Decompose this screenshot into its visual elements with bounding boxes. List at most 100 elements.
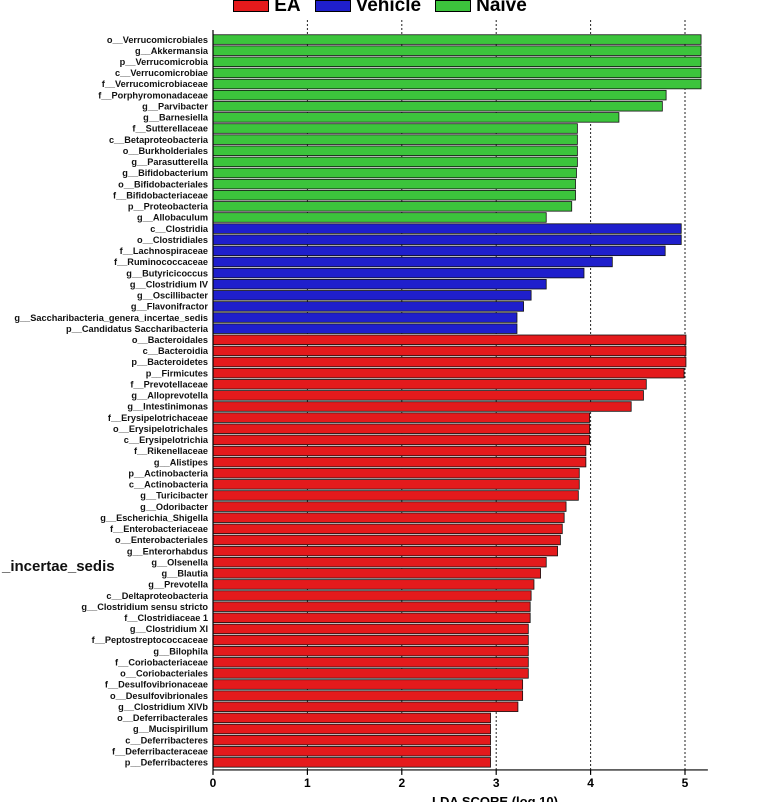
bar-27 bbox=[212, 334, 687, 346]
bar-30 bbox=[212, 367, 685, 379]
bar-label-12: g__Bifidobacterium bbox=[122, 168, 208, 178]
bar-label-38: g__Alistipes bbox=[154, 457, 208, 467]
bar-label-39: p__Actinobacteria bbox=[128, 468, 209, 478]
bar-33 bbox=[212, 401, 632, 412]
bar-label-62: g__Mucispirillum bbox=[133, 724, 208, 734]
bar-label-24: g__Flavonifractor bbox=[131, 302, 209, 312]
bar-60 bbox=[212, 701, 519, 712]
bar-61 bbox=[212, 712, 491, 724]
bar-43 bbox=[212, 512, 565, 523]
x-tick-label-4: 4 bbox=[587, 776, 594, 790]
bar-label-20: f__Ruminococcaceae bbox=[114, 257, 208, 267]
legend-swatch-naive bbox=[435, 0, 472, 12]
bar-56 bbox=[212, 657, 529, 668]
x-tick-label-5: 5 bbox=[682, 776, 689, 790]
bar-label-11: g__Parasutterella bbox=[131, 157, 208, 167]
bar-label-5: f__Porphyromonadaceae bbox=[98, 90, 208, 100]
bar-label-18: o__Clostridiales bbox=[137, 235, 208, 245]
bar-57 bbox=[212, 668, 529, 679]
bar-label-29: p__Bacteroidetes bbox=[131, 357, 208, 367]
bar-40 bbox=[212, 479, 580, 490]
bar-55 bbox=[212, 645, 529, 657]
x-axis-label: LDA SCORE (log 10) bbox=[432, 794, 558, 802]
bar-label-44: f__Enterobacteriaceae bbox=[110, 524, 208, 534]
bar-label-13: o__Bifidobacteriales bbox=[118, 179, 208, 189]
stray-label: _incertae_sedis bbox=[2, 558, 115, 575]
x-tick-label-2: 2 bbox=[398, 776, 405, 790]
x-tick-label-0: 0 bbox=[210, 776, 217, 790]
bar-label-31: f__Prevotellaceae bbox=[130, 379, 208, 389]
bar-22 bbox=[212, 278, 547, 290]
bar-label-58: f__Desulfovibrionaceae bbox=[105, 680, 208, 690]
legend-swatch-ea bbox=[233, 0, 270, 12]
bar-label-54: f__Peptostreptococcaceae bbox=[92, 635, 208, 645]
bar-25 bbox=[212, 312, 518, 323]
bar-64 bbox=[212, 746, 491, 757]
bar-13 bbox=[212, 178, 576, 190]
bar-41 bbox=[212, 490, 579, 501]
bar-label-6: g__Parvibacter bbox=[142, 101, 208, 111]
bar-label-59: o__Desulfovibrionales bbox=[110, 691, 208, 701]
bar-3 bbox=[212, 67, 702, 79]
bar-39 bbox=[212, 468, 580, 479]
bar-26 bbox=[212, 323, 518, 334]
bar-8 bbox=[212, 123, 578, 134]
bar-24 bbox=[212, 301, 524, 312]
bar-53 bbox=[212, 623, 529, 635]
bar-label-19: f__Lachnospiraceae bbox=[120, 246, 208, 256]
bar-label-40: c__Actinobacteria bbox=[129, 480, 209, 490]
bar-59 bbox=[212, 690, 524, 701]
bar-29 bbox=[212, 356, 687, 368]
bar-48 bbox=[212, 568, 541, 579]
bar-11 bbox=[212, 156, 578, 168]
bar-label-26: p__Candidatus Saccharibacteria bbox=[66, 324, 209, 334]
bar-label-50: c__Deltaproteobacteria bbox=[106, 591, 209, 601]
bar-36 bbox=[212, 434, 591, 446]
bar-50 bbox=[212, 590, 532, 601]
bar-65 bbox=[212, 757, 491, 768]
bar-63 bbox=[212, 734, 491, 746]
x-tick-label-3: 3 bbox=[493, 776, 500, 790]
bar-62 bbox=[212, 723, 491, 735]
bar-17 bbox=[212, 223, 682, 234]
bar-label-63: c__Deferribacteres bbox=[125, 735, 208, 745]
bar-5 bbox=[212, 89, 667, 101]
bar-label-16: g__Allobaculum bbox=[137, 213, 208, 223]
bar-label-51: g__Clostridium sensu stricto bbox=[81, 602, 208, 612]
bar-label-60: g__Clostridium XIVb bbox=[118, 702, 208, 712]
bar-52 bbox=[212, 612, 531, 624]
legend-item-vehicle: Vehicle bbox=[314, 0, 422, 17]
legend-label-vehicle: Vehicle bbox=[355, 0, 422, 16]
bar-label-10: o__Burkholderiales bbox=[123, 146, 208, 156]
bar-label-56: f__Coriobacteriaceae bbox=[115, 657, 208, 667]
bar-35 bbox=[212, 423, 591, 434]
bar-label-43: g__Escherichia_Shigella bbox=[100, 513, 209, 523]
legend-label-naive: Naïve bbox=[476, 0, 527, 16]
bar-2 bbox=[212, 56, 702, 68]
bar-label-46: g__Enterorhabdus bbox=[127, 546, 208, 556]
bar-label-61: o__Deferribacterales bbox=[117, 713, 208, 723]
bar-label-4: f__Verrucomicrobiaceae bbox=[102, 79, 208, 89]
bar-label-33: g__Intestinimonas bbox=[127, 402, 208, 412]
legend-item-naive: Naïve bbox=[435, 0, 527, 17]
bar-label-23: g__Oscillibacter bbox=[137, 291, 208, 301]
bar-49 bbox=[212, 579, 535, 590]
bar-54 bbox=[212, 634, 529, 646]
bar-14 bbox=[212, 190, 576, 201]
bar-label-28: c__Bacteroidia bbox=[143, 346, 209, 356]
bar-label-0: o__Verrucomicrobiales bbox=[107, 35, 208, 45]
bar-16 bbox=[212, 212, 547, 223]
bar-4 bbox=[212, 78, 702, 90]
x-axis-label-clip: LDA SCORE (log 10) bbox=[0, 794, 760, 802]
bar-34 bbox=[212, 412, 591, 423]
bar-18 bbox=[212, 234, 682, 245]
bar-label-3: c__Verrucomicrobiae bbox=[115, 68, 208, 78]
bar-label-42: g__Odoribacter bbox=[140, 502, 208, 512]
legend: EA Vehicle Naïve bbox=[0, 0, 760, 17]
bar-46 bbox=[212, 545, 558, 557]
bar-label-57: o__Coriobacteriales bbox=[120, 669, 208, 679]
legend-label-ea: EA bbox=[274, 0, 301, 16]
bar-44 bbox=[212, 523, 563, 535]
bar-51 bbox=[212, 601, 531, 612]
